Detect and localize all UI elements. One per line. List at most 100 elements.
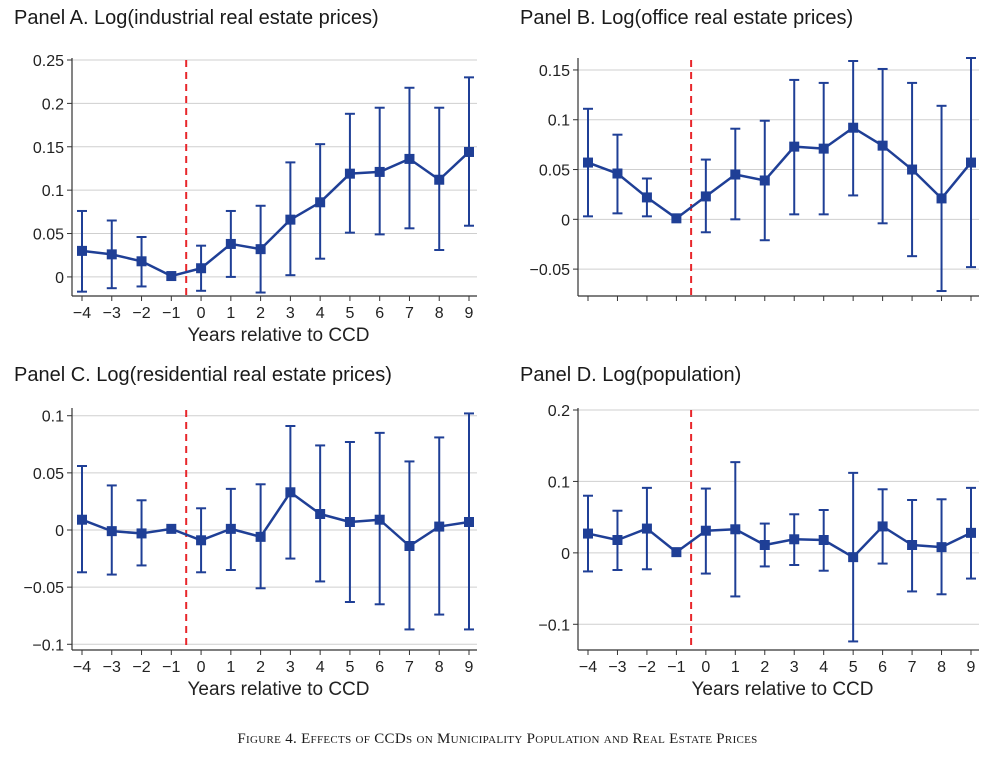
- data-point: [818, 535, 829, 545]
- y-tick-label: −0.1: [32, 637, 64, 654]
- x-tick-label: 2: [256, 659, 265, 676]
- data-point: [641, 192, 652, 203]
- data-point: [225, 523, 236, 534]
- data-point: [434, 521, 445, 532]
- data-point: [759, 175, 770, 186]
- data-point: [255, 244, 266, 255]
- x-tick-label: 5: [345, 305, 354, 322]
- x-tick-label: 4: [819, 659, 828, 676]
- x-axis-label: Years relative to CCD: [188, 679, 370, 700]
- x-tick-label: −3: [103, 305, 121, 322]
- data-point: [404, 541, 415, 551]
- data-point: [789, 141, 800, 152]
- y-tick-label: −0.1: [538, 617, 570, 634]
- x-tick-label: 9: [967, 659, 976, 676]
- y-tick-label: 0.1: [42, 183, 64, 200]
- data-point: [583, 157, 593, 168]
- x-tick-label: −3: [103, 659, 121, 676]
- data-point: [255, 531, 266, 542]
- x-tick-label: 6: [375, 305, 384, 322]
- x-tick-label: 3: [790, 659, 799, 676]
- x-axis-label: Years relative to CCD: [692, 679, 874, 700]
- data-point: [936, 542, 947, 553]
- data-point: [166, 271, 177, 282]
- y-tick-label: 0.1: [42, 409, 64, 426]
- data-point: [966, 527, 976, 538]
- y-tick-label: 0.25: [33, 53, 64, 70]
- x-tick-label: 6: [878, 659, 887, 676]
- data-point: [848, 122, 859, 133]
- x-tick-label: 8: [435, 305, 444, 322]
- x-tick-label: 5: [849, 659, 858, 676]
- panel-d-title: Panel D. Log(population): [520, 364, 742, 386]
- data-point: [789, 534, 800, 545]
- data-point: [612, 535, 623, 545]
- y-tick-label: −0.05: [24, 580, 65, 597]
- x-tick-label: −1: [162, 659, 180, 676]
- x-tick-label: 5: [345, 659, 354, 676]
- x-tick-label: 4: [316, 305, 325, 322]
- x-tick-label: 7: [908, 659, 917, 676]
- data-point: [166, 523, 177, 534]
- data-point: [106, 526, 117, 537]
- x-tick-label: 2: [760, 659, 769, 676]
- x-tick-label: −1: [162, 305, 180, 322]
- y-tick-label: 0.15: [33, 140, 64, 157]
- x-tick-label: −1: [667, 659, 685, 676]
- data-point: [641, 523, 652, 534]
- data-point: [700, 191, 711, 202]
- data-point: [404, 153, 415, 164]
- data-point: [583, 528, 593, 539]
- data-point: [344, 517, 355, 527]
- x-tick-label: −2: [132, 305, 150, 322]
- data-point: [196, 535, 207, 546]
- data-point: [77, 514, 87, 525]
- x-tick-label: 0: [197, 305, 206, 322]
- y-tick-label: 0.05: [539, 163, 570, 180]
- x-tick-label: −2: [132, 659, 150, 676]
- y-tick-label: 0: [561, 546, 570, 563]
- data-point: [612, 168, 623, 179]
- y-tick-label: 0.05: [33, 227, 64, 244]
- y-tick-label: 0.05: [33, 466, 64, 483]
- panel-c-title: Panel C. Log(residential real estate pri…: [14, 364, 392, 386]
- y-tick-label: −0.05: [530, 262, 571, 279]
- data-point: [106, 249, 117, 260]
- data-point: [136, 256, 147, 267]
- panel-a: 0 0.05 0.1 0.15 0.2 0.25 −4 −3 −2 −1 0 1 2 3 4 5 6 7 8 9 Yea…: [33, 53, 477, 346]
- data-point: [877, 521, 888, 532]
- data-point: [730, 169, 741, 180]
- y-tick-label: 0.15: [539, 63, 570, 80]
- y-tick-label: 0: [561, 212, 570, 229]
- data-point: [907, 540, 918, 550]
- data-point: [936, 193, 947, 204]
- y-tick-label: 0.1: [548, 113, 570, 130]
- x-tick-label: 0: [197, 659, 206, 676]
- data-point: [77, 245, 87, 256]
- y-tick-label: 0.2: [548, 403, 570, 420]
- x-tick-label: 9: [465, 659, 474, 676]
- data-point: [285, 487, 296, 498]
- y-tick-label: 0: [55, 523, 64, 540]
- x-axis-label: Years relative to CCD: [188, 325, 370, 346]
- data-point: [759, 540, 770, 550]
- data-point: [344, 168, 355, 179]
- data-point: [700, 525, 711, 536]
- x-tick-label: 4: [316, 659, 325, 676]
- data-point: [434, 174, 445, 185]
- data-point: [966, 157, 976, 168]
- y-tick-label: 0.2: [42, 96, 64, 113]
- data-point: [374, 514, 385, 525]
- panel-d: −0.1 0 0.1 0.2 −4 −3 −2 −1 0 1 2 3 4 5 6 7 8 9 Years relat…: [538, 403, 979, 700]
- data-point: [285, 214, 296, 225]
- x-tick-label: 3: [286, 659, 295, 676]
- data-point: [374, 166, 385, 177]
- x-tick-label: 7: [405, 305, 414, 322]
- panel-b-title: Panel B. Log(office real estate prices): [520, 7, 854, 29]
- x-tick-label: 6: [375, 659, 384, 676]
- x-tick-label: −4: [73, 305, 91, 322]
- panel-b: −0.05 0 0.05 0.1 0.15: [530, 57, 979, 301]
- data-point: [818, 143, 829, 154]
- x-tick-label: 3: [286, 305, 295, 322]
